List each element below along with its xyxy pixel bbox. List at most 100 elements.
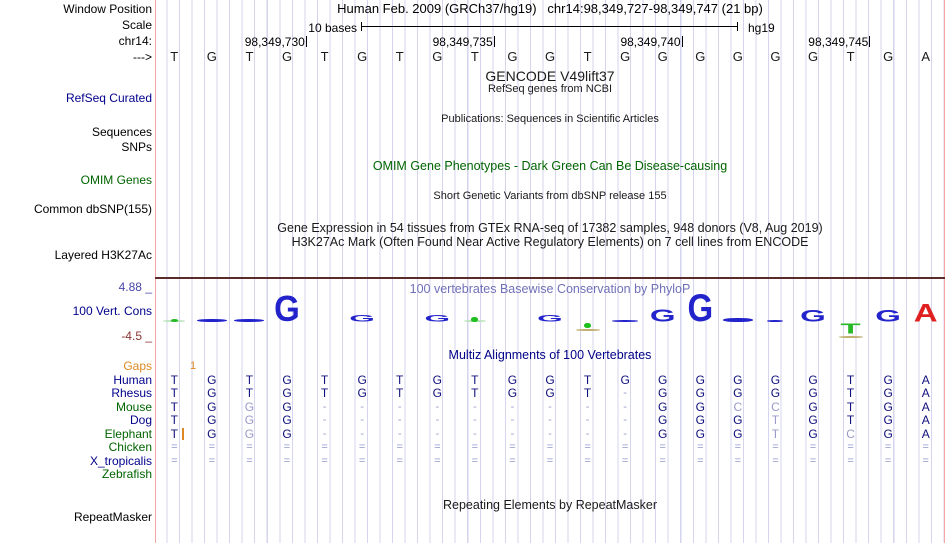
alignment-base: = (584, 441, 591, 454)
alignment-base: C (771, 399, 780, 414)
species-label-zebrafish[interactable]: Zebrafish (101, 467, 152, 482)
alignment-base: A (921, 413, 930, 428)
sequence-base: G (357, 49, 368, 64)
track-label-sequences[interactable]: Sequences (91, 125, 152, 139)
track-center-label-multiz-alignments-of-100-vertebrates[interactable]: Multiz Alignments of 100 Vertebrates (448, 348, 652, 362)
phylop-glyph-base-21: A (913, 298, 938, 327)
alignment-base: T (170, 413, 178, 428)
track-center-label-gencode-v49lift37[interactable]: GENCODE V49lift37 (485, 68, 615, 84)
sequence-base: G (507, 49, 518, 64)
sequence-base: T (245, 49, 254, 64)
alignment-base: - (473, 400, 477, 413)
alignment-base: - (397, 414, 402, 427)
alignment-base: - (360, 414, 364, 427)
species-label-x-tropicalis[interactable]: X_tropicalis (89, 453, 152, 468)
alignment-base: = (621, 441, 629, 454)
alignment-base: G (695, 373, 705, 387)
alignment-base: G (620, 373, 630, 387)
track-label-refseq-curated[interactable]: RefSeq Curated (65, 91, 152, 105)
alignment-base: - (322, 400, 327, 413)
phylop-glyph-base-6: G (349, 312, 375, 324)
track-label-omim-genes[interactable]: OMIM Genes (80, 173, 152, 187)
alignment-base: = (546, 441, 554, 454)
phylop-glyph-base-11: G (537, 312, 563, 324)
track-center-label-publications-sequences-in-scientific-art[interactable]: Publications: Sequences in Scientific Ar… (441, 113, 659, 125)
alignment-base: T (771, 426, 780, 441)
alignment-base: G (808, 426, 818, 441)
track-center-label-omim-gene-phenotypes-dark-green-can-be-d[interactable]: OMIM Gene Phenotypes - Dark Green Can Be… (372, 159, 728, 173)
alignment-base: = (283, 454, 291, 467)
alignment-base: G (695, 413, 705, 428)
sequence-base: G (206, 49, 217, 64)
phylop-glyph-base-20: G (875, 306, 901, 325)
phylop-glyph-base-8: G (424, 312, 451, 324)
species-label-chicken[interactable]: Chicken (108, 440, 152, 455)
species-label-rhesus[interactable]: Rhesus (111, 386, 152, 401)
alignment-base: = (321, 441, 328, 454)
alignment-base: - (585, 414, 590, 427)
phylop-glyph-base-15: G (687, 285, 714, 329)
alignment-base: G (733, 426, 743, 441)
track-label-snps[interactable]: SNPs (121, 140, 152, 154)
alignment-base: G (507, 386, 518, 401)
alignment-base: - (510, 427, 515, 440)
window-position-title: Human Feb. 2009 (GRCh37/hg19) chr14:98,3… (337, 1, 763, 16)
sequence-base: G (544, 49, 556, 64)
alignment-base: = (847, 441, 854, 454)
track-label-common-dbsnp-155[interactable]: Common dbSNP(155) (33, 202, 152, 216)
alignment-base: C (733, 399, 743, 414)
alignment-base: - (435, 427, 440, 440)
track-center-label-h3k27ac-mark-often-found-near-active-reg[interactable]: H3K27Ac Mark (Often Found Near Active Re… (291, 235, 809, 249)
alignment-base: - (322, 414, 327, 427)
alignment-base: = (171, 441, 178, 454)
sequence-base: T (320, 49, 329, 64)
species-label-human[interactable]: Human (113, 373, 152, 387)
alignment-base: - (623, 387, 627, 400)
track-separator-line (155, 277, 945, 279)
alignment-base: - (585, 427, 590, 440)
alignment-base: G (282, 386, 292, 401)
alignment-base: G (244, 426, 255, 441)
alignment-base: - (548, 414, 552, 427)
species-label-mouse[interactable]: Mouse (115, 399, 152, 414)
track-label-layered-h3k27ac[interactable]: Layered H3K27Ac (54, 248, 152, 262)
alignment-base: = (471, 441, 479, 454)
alignment-base: - (360, 400, 364, 413)
alignment-base: = (434, 454, 441, 467)
alignment-base: - (623, 427, 627, 440)
phylop-glyph-base-2 (196, 319, 227, 322)
phylop-glyph-base-13 (612, 320, 639, 322)
species-label-dog[interactable]: Dog (129, 413, 152, 428)
alignment-base: G (658, 426, 668, 441)
track-center-label-repeating-elements-by-repeatmasker[interactable]: Repeating Elements by RepeatMasker (442, 498, 657, 512)
alignment-base: - (510, 414, 515, 427)
track-center-label-gene-expression-in-54-tissues-from-gtex-[interactable]: Gene Expression in 54 tissues from GTEx … (277, 221, 823, 235)
alignment-base: G (282, 399, 292, 414)
phylop-glyph-base-1 (170, 319, 178, 322)
ruler-tick-label: 98,349,740 (620, 35, 681, 49)
alignment-base: G (658, 413, 668, 428)
species-label-elephant[interactable]: Elephant (104, 426, 152, 441)
ruler-tick (869, 36, 871, 47)
track-label-gaps[interactable]: Gaps (123, 359, 152, 373)
track-center-label-100-vertebrates-basewise-conservation-by[interactable]: 100 vertebrates Basewise Conservation by… (409, 282, 691, 296)
track-center-label-refseq-genes-from-ncbi[interactable]: RefSeq genes from NCBI (487, 83, 613, 95)
scale-bar (361, 22, 738, 31)
alignment-base: - (585, 400, 590, 413)
alignment-base: = (697, 454, 704, 467)
sequence-base: T (583, 49, 592, 64)
alignment-base: T (170, 373, 178, 387)
alignment-base: T (846, 399, 855, 414)
track-label-100-vert-cons[interactable]: 100 Vert. Cons (72, 304, 152, 318)
track-center-label-short-genetic-variants-from-dbsnp-releas[interactable]: Short Genetic Variants from dbSNP releas… (433, 190, 667, 202)
alignment-base: - (548, 400, 552, 413)
alignment-base: G (695, 399, 705, 414)
alignment-base: = (621, 454, 629, 467)
ruler-tick-label: 98,349,735 (432, 35, 493, 49)
track-label-repeatmasker[interactable]: RepeatMasker (73, 510, 152, 524)
sequence-base: T (470, 49, 479, 64)
alignment-base: G (207, 373, 217, 387)
alignment-base: G (808, 373, 818, 387)
left-track-guideline (155, 0, 156, 543)
alignment-base: - (435, 400, 440, 413)
